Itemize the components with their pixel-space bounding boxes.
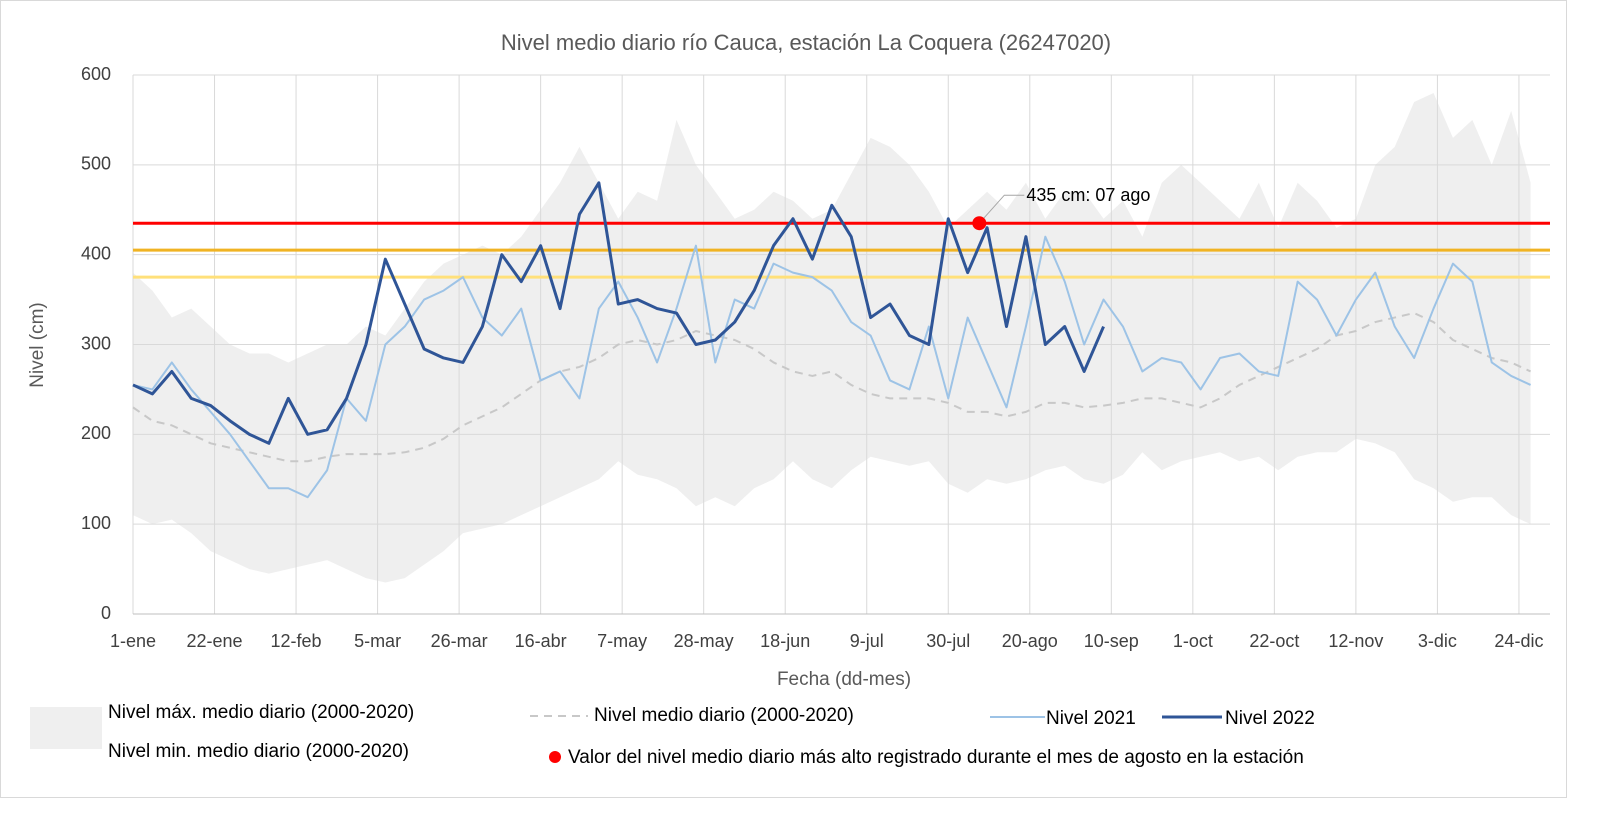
x-tick-label: 26-mar	[431, 631, 488, 651]
x-tick-label: 5-mar	[354, 631, 401, 651]
y-tick-label: 100	[81, 513, 111, 533]
x-tick-label: 20-ago	[1002, 631, 1058, 651]
legend: Nivel máx. medio diario (2000-2020) Nive…	[30, 702, 1315, 768]
x-tick-label: 16-abr	[515, 631, 567, 651]
x-tick-label: 28-may	[674, 631, 734, 651]
y-tick-label: 500	[81, 154, 111, 174]
y-axis-label: Nivel (cm)	[27, 302, 48, 388]
y-tick-label: 400	[81, 243, 111, 263]
legend-label: Nivel medio diario (2000-2020)	[594, 705, 854, 726]
y-tick-label: 600	[81, 64, 111, 84]
legend-label: Nivel min. medio diario (2000-2020)	[108, 741, 409, 762]
series-line	[132, 181, 1105, 445]
x-tick-label: 9-jul	[850, 631, 884, 651]
x-axis-label: Fecha (dd-mes)	[777, 669, 911, 690]
range-band	[133, 92, 1531, 583]
annotation-leader	[978, 194, 1025, 224]
x-tick-label: 7-may	[597, 631, 647, 651]
y-tick-label: 0	[101, 603, 111, 623]
x-tick-label: 12-nov	[1328, 631, 1383, 651]
y-tick-label: 200	[81, 423, 111, 443]
x-tick-label: 12-feb	[271, 631, 322, 651]
chart-title: Nivel medio diario río Cauca, estación L…	[501, 30, 1111, 55]
annotation-point	[972, 216, 987, 231]
series-line	[132, 235, 1532, 499]
x-tick-label: 10-sep	[1084, 631, 1139, 651]
x-tick-label: 24-dic	[1494, 631, 1543, 651]
plot-area: 0 100 200 300 400 500 600 1-ene 22-ene 12-feb 5-ma…	[81, 64, 1550, 651]
legend-label: Nivel máx. medio diario (2000-2020)	[108, 702, 414, 723]
x-tick-label: 1-ene	[110, 631, 156, 651]
series-line	[132, 312, 1532, 463]
x-tick-label: 3-dic	[1418, 631, 1457, 651]
annotation-label: 435 cm: 07 ago	[1026, 185, 1150, 205]
x-tick-label: 22-ene	[186, 631, 242, 651]
legend-label: Nivel 2021	[1046, 708, 1136, 729]
legend-swatch-band	[30, 707, 102, 749]
x-tick-label: 18-jun	[760, 631, 810, 651]
y-tick-label: 300	[81, 333, 111, 353]
x-tick-label: 22-oct	[1249, 631, 1299, 651]
legend-label: Nivel 2022	[1225, 708, 1315, 729]
x-tick-label: 1-oct	[1173, 631, 1213, 651]
legend-label: Valor del nivel medio diario más alto re…	[568, 747, 1304, 768]
x-tick-label: 30-jul	[926, 631, 970, 651]
legend-swatch-dot	[549, 751, 561, 763]
